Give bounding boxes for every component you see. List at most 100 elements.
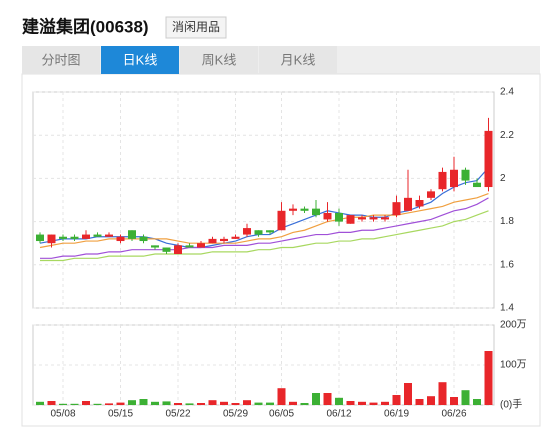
candle-body xyxy=(461,169,470,181)
volume-bar xyxy=(404,383,412,405)
tab[interactable] xyxy=(101,46,179,74)
volume-bar xyxy=(312,393,320,405)
y-tick-label: (0)手 xyxy=(500,398,522,411)
x-tick-label: 05/15 xyxy=(108,409,133,420)
volume-bar xyxy=(358,401,366,405)
y-tick-label: 1.4 xyxy=(500,303,514,314)
candle-body xyxy=(358,217,366,220)
candle-body xyxy=(346,215,355,224)
y-tick-label: 2.4 xyxy=(500,87,514,98)
tab[interactable] xyxy=(22,46,100,74)
candle-body xyxy=(116,236,125,242)
ma-line xyxy=(40,210,489,262)
candle-body xyxy=(473,182,481,188)
tab-label: 周K线 xyxy=(202,52,237,67)
candle-body xyxy=(289,208,297,211)
volume-bar xyxy=(231,403,240,405)
candle-body xyxy=(208,238,217,244)
volume-bar xyxy=(151,401,159,405)
volume-bar xyxy=(450,397,458,405)
volume-bar xyxy=(254,402,263,405)
volume-bar xyxy=(335,397,343,405)
candle-body xyxy=(392,202,401,216)
y-tick-label: 2.2 xyxy=(500,130,514,141)
ma-line xyxy=(39,192,489,249)
candle-body xyxy=(427,191,435,198)
volume-bar xyxy=(300,403,309,405)
volume-bar xyxy=(277,388,286,405)
tab-label: 日K线 xyxy=(123,52,158,67)
candle-body xyxy=(36,234,44,242)
volume-bar xyxy=(70,403,79,405)
volume-bar xyxy=(174,403,182,405)
y-tick-label: 1.6 xyxy=(500,259,514,270)
volume-bar xyxy=(82,401,90,405)
volume-bar xyxy=(139,399,148,405)
candle-body xyxy=(220,238,228,242)
candle-body xyxy=(415,200,424,207)
x-tick-label: 05/22 xyxy=(165,409,190,420)
candle-body xyxy=(438,171,447,190)
candle-body xyxy=(231,236,240,239)
candle-body xyxy=(312,208,320,216)
volume-bar xyxy=(208,400,217,405)
x-tick-label: 06/19 xyxy=(384,409,409,420)
candle-body xyxy=(381,217,389,220)
y-tick-label: 100万 xyxy=(500,360,527,371)
candle-body xyxy=(277,210,286,231)
candle-body xyxy=(484,130,493,188)
candle-body xyxy=(404,197,412,211)
candle-body xyxy=(266,230,274,233)
volume-bar xyxy=(243,400,251,405)
candle-body xyxy=(70,236,79,239)
x-tick-label: 05/29 xyxy=(223,409,248,420)
candle-body xyxy=(139,236,148,242)
volume-bar xyxy=(93,403,102,405)
stock-title: 建溢集团(00638) xyxy=(22,16,149,36)
volume-bar xyxy=(185,403,194,405)
volume-bar xyxy=(392,395,401,405)
volume-bar xyxy=(105,403,113,405)
volume-bar xyxy=(59,403,67,405)
volume-bar xyxy=(346,401,355,405)
candle-body xyxy=(47,234,56,244)
volume-bar xyxy=(116,402,125,405)
x-tick-label: 05/08 xyxy=(50,409,75,420)
tag-box xyxy=(165,16,227,39)
candle-body xyxy=(254,230,263,235)
candle-body xyxy=(369,217,378,220)
x-tick-label: 06/26 xyxy=(441,409,466,420)
candle-body xyxy=(59,236,67,239)
volume-bar xyxy=(197,403,205,405)
candle-body xyxy=(323,212,332,220)
ma-line xyxy=(40,197,489,259)
candle-body xyxy=(162,247,171,252)
volume-bar xyxy=(220,401,228,405)
candle-body xyxy=(243,228,251,235)
x-tick-label: 06/12 xyxy=(326,409,351,420)
volume-bar xyxy=(415,399,424,405)
candle-body xyxy=(105,234,113,237)
tab[interactable] xyxy=(259,46,337,74)
y-tick-label: 200万 xyxy=(500,320,527,331)
candle-body xyxy=(450,169,458,188)
volume-bar xyxy=(369,402,378,405)
volume-bar xyxy=(36,401,44,405)
plot-area xyxy=(32,91,495,309)
volume-bar xyxy=(381,401,389,405)
candle-body xyxy=(174,245,182,254)
y-tick-label: 2 xyxy=(500,173,506,184)
candle-body xyxy=(185,245,194,248)
ma-line xyxy=(39,167,489,249)
volume-bar xyxy=(266,402,274,405)
tab-label: 月K线 xyxy=(281,52,316,67)
y-tick-label: 1.8 xyxy=(500,216,514,227)
volume-bar xyxy=(427,396,435,405)
candle-body xyxy=(335,212,343,222)
volume-bar xyxy=(323,393,332,405)
tab[interactable] xyxy=(180,46,258,74)
volume-bar xyxy=(484,351,493,405)
candle-body xyxy=(128,230,136,239)
volume-bar xyxy=(128,400,136,405)
